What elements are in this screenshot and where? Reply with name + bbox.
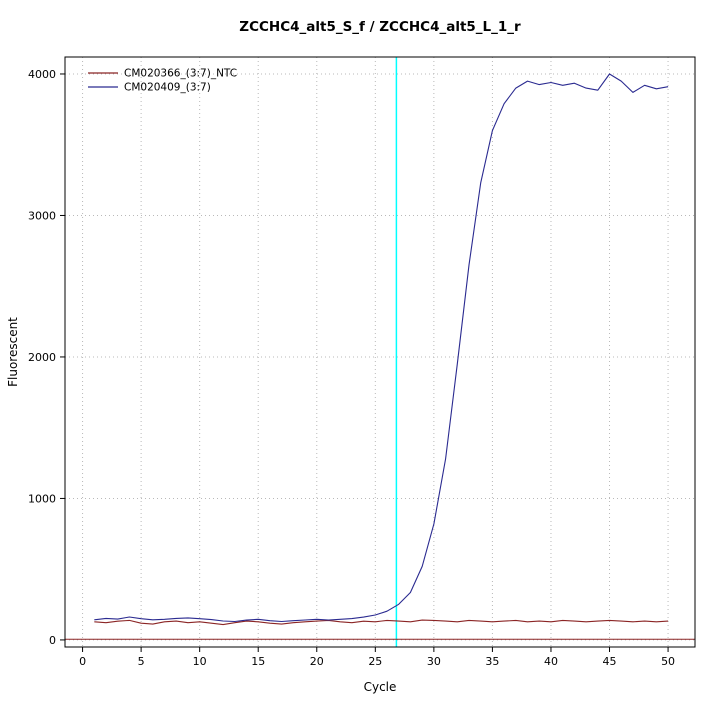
x-tick-label: 50	[661, 655, 675, 668]
legend-label: CM020409_(3:7)	[124, 82, 211, 94]
legend-label: CM020366_(3:7)_NTC	[124, 68, 237, 80]
x-tick-label: 40	[544, 655, 558, 668]
y-tick-label: 1000	[28, 492, 56, 505]
x-tick-label: 25	[368, 655, 382, 668]
y-tick-label: 3000	[28, 209, 56, 222]
legend: CM020366_(3:7)_NTC CM020409_(3:7)	[88, 68, 237, 94]
x-tick-label: 15	[251, 655, 265, 668]
x-tick-label: 45	[603, 655, 617, 668]
series-line-0	[94, 619, 669, 626]
series-line-1	[94, 73, 669, 623]
plot-box	[64, 56, 696, 648]
y-tick-label: 0	[49, 634, 56, 647]
x-tick-label: 5	[138, 655, 145, 668]
x-tick-label: 30	[427, 655, 441, 668]
plot-title: ZCCHC4_alt5_S_f / ZCCHC4_alt5_L_1_r	[239, 19, 521, 35]
x-tick-label: 10	[193, 655, 207, 668]
x-tick-label: 20	[310, 655, 324, 668]
y-tick-label: 2000	[28, 351, 56, 364]
x-tick-label: 35	[485, 655, 499, 668]
y-tick-label: 4000	[28, 68, 56, 81]
x-axis-label: Cycle	[364, 680, 397, 694]
x-tick-label: 0	[79, 655, 86, 668]
y-axis-label: Fluorescent	[6, 317, 20, 387]
